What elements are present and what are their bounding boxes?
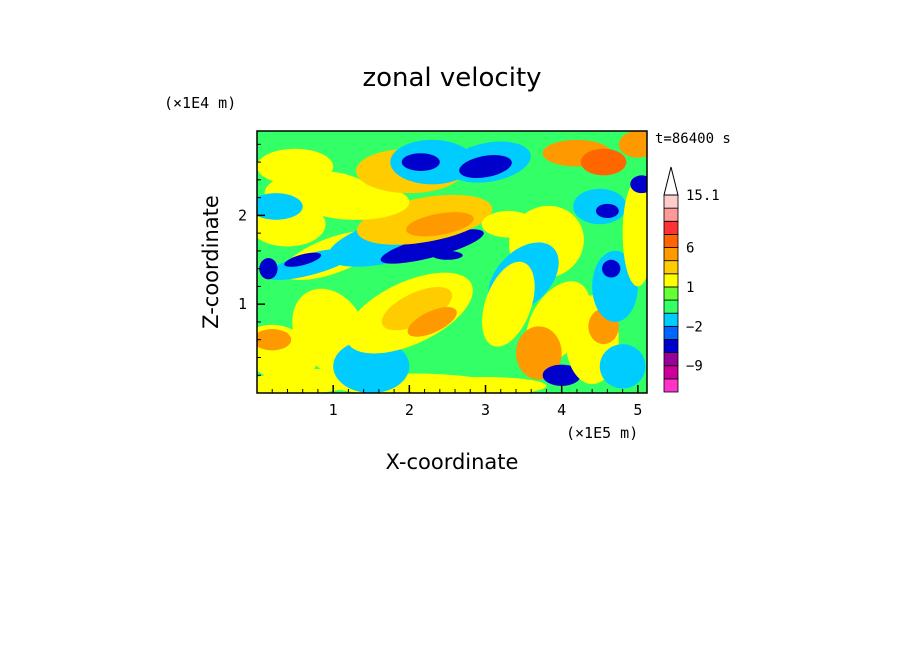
contour-region [257,193,303,220]
colorbar-tick-label: −9 [686,359,703,375]
contour-region [257,148,334,185]
x-axis-label: X-coordinate [386,450,519,474]
colorbar-extension-arrow [663,166,679,196]
contour-region [406,212,474,237]
y-tick-label: 2 [238,206,247,224]
contour-region [618,131,647,158]
contour-region [481,210,536,238]
colorbar-band [663,365,679,380]
colorbar-band [663,312,679,327]
contour-region [380,229,484,264]
colorbar-band [663,194,679,209]
plot-frame [256,130,648,394]
colorbar-band [663,247,679,262]
contour-region [302,184,410,220]
contour-region [432,250,463,260]
colorbar-band [663,286,679,301]
y-scale-label: (×1E4 m) [164,94,236,112]
y-axis-label: Z-coordinate [199,195,223,329]
contour-region [599,344,646,389]
colorbar-band [663,299,679,314]
colorbar-band [663,207,679,222]
colorbar-band [663,273,679,288]
y-axis: 12 [238,143,265,376]
colorbar-band [663,220,679,235]
velocity-field [257,131,647,393]
colorbar-band [663,233,679,248]
colorbar-band [663,352,679,367]
contour-region [580,148,627,176]
contour-region [515,326,562,380]
colorbar-band [663,325,679,340]
contour-region [595,203,619,219]
y-tick-label: 1 [238,295,247,313]
chart-title: zonal velocity [362,63,541,93]
colorbar-tick-label: 6 [686,241,694,257]
colorbar-band [663,339,679,354]
contour-region [602,259,621,278]
colorbar: 15.1 6 1 −2 −9 [663,166,720,393]
contour-region [542,364,581,386]
colorbar-tick-label: 1 [686,280,694,296]
colorbar-band [663,260,679,275]
contour-region [622,179,647,287]
colorbar-tick-label: −2 [686,319,703,335]
x-tick-label: 5 [633,401,642,419]
x-tick-label: 4 [557,401,566,419]
contour-region [381,286,453,331]
contour-region [333,339,410,393]
x-tick-label: 3 [481,401,490,419]
x-scale-label: (×1E5 m) [566,424,638,442]
contour-region [407,307,457,337]
x-tick-label: 1 [329,401,338,419]
contour-region [257,329,292,351]
colorbar-tick-label: 15.1 [686,188,720,204]
contour-region [401,153,440,171]
colorbar-band [663,378,679,393]
contour-region [259,258,278,280]
contour-region [482,261,535,347]
x-axis: 1 2 3 4 5 [271,385,642,419]
x-tick-label: 2 [405,401,414,419]
contour-region [459,155,512,178]
contour-region [284,252,322,267]
time-label: t=86400 s [655,131,731,147]
contour-region [630,175,647,194]
